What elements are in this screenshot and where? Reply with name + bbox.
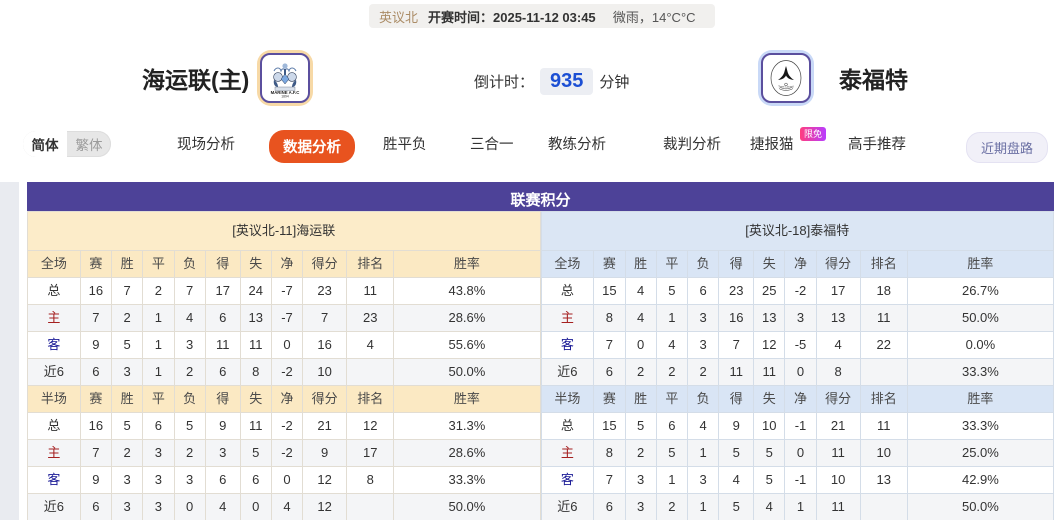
svg-text:1894: 1894 [282, 95, 290, 99]
svg-text:Town Council: Town Council [778, 85, 794, 89]
